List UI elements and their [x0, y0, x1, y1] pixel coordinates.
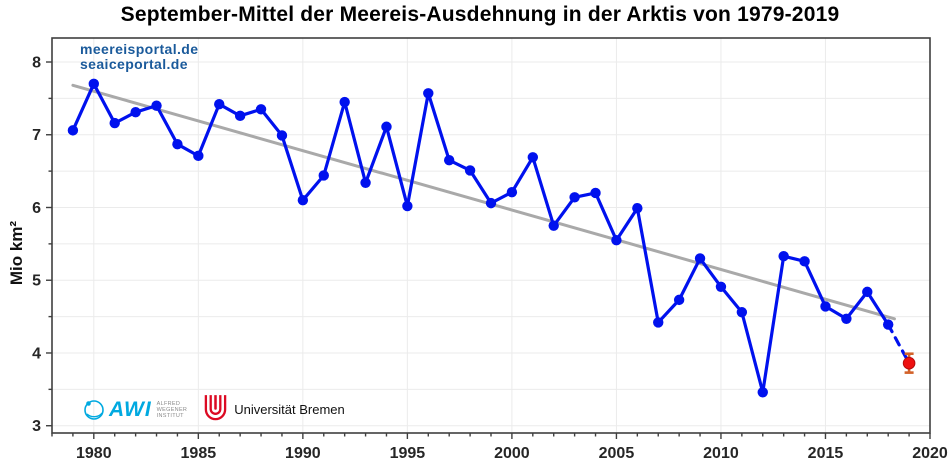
x-tick-label-2015: 2015	[808, 445, 844, 462]
data-point-1990	[297, 195, 309, 206]
data-point-1979	[67, 125, 79, 136]
data-point-1998	[464, 165, 476, 176]
data-point-1993	[360, 177, 371, 188]
x-tick-label-2010: 2010	[703, 445, 739, 462]
x-tick-label-1990: 1990	[285, 445, 321, 462]
uni-bremen-wordmark: Universität Bremen	[234, 402, 345, 417]
data-point-2018	[882, 319, 894, 330]
awi-institute-text: ALFRED WEGENER INSTITUT	[156, 400, 188, 419]
sea-ice-extent-line	[71, 82, 890, 394]
y-tick-label-7: 7	[32, 127, 41, 144]
data-point-1995	[402, 200, 413, 212]
x-tick-label-1980: 1980	[76, 445, 112, 462]
awi-wordmark: AWI	[109, 397, 152, 421]
data-point-1985	[193, 150, 204, 162]
data-point-1984	[172, 139, 183, 150]
data-point-1982	[130, 106, 141, 118]
data-point-2016	[841, 313, 852, 324]
data-point-2011	[736, 307, 748, 318]
x-tick-label-1985: 1985	[181, 445, 217, 462]
awi-logo: AWI ALFRED WEGENER INSTITUT	[82, 398, 187, 422]
watermark-line1: meereisportal.de	[80, 41, 199, 57]
uni-bremen-emblem-icon	[204, 395, 227, 421]
y-axis-label: Mio km²	[7, 220, 26, 286]
data-point-2002	[548, 220, 559, 231]
x-tick-label-2000: 2000	[494, 445, 530, 462]
data-point-1989	[276, 130, 288, 141]
data-point-2001	[527, 152, 539, 163]
watermark: meereisportal.de seaiceportal.de	[80, 42, 198, 72]
y-tick-label-5: 5	[32, 273, 41, 290]
logo-row: AWI ALFRED WEGENER INSTITUT Universität …	[82, 394, 345, 425]
chart-title: September-Mittel der Meereis-Ausdehnung …	[120, 3, 840, 26]
data-point-2010	[715, 281, 727, 292]
data-point-1987	[234, 110, 246, 122]
data-point-1992	[339, 96, 350, 108]
data-point-1999	[485, 197, 497, 209]
data-point-2005	[611, 235, 622, 246]
trend-line	[71, 83, 896, 321]
awi-emblem-icon	[84, 399, 104, 420]
y-tick-label-6: 6	[32, 200, 41, 217]
x-tick-label-1995: 1995	[390, 445, 426, 462]
data-point-2007	[653, 317, 664, 328]
data-point-2009	[694, 253, 706, 264]
y-tick-label-4: 4	[32, 345, 41, 362]
data-point-2013	[778, 251, 789, 262]
uni-bremen-logo: Universität Bremen	[203, 394, 345, 425]
data-point-2004	[590, 187, 601, 199]
y-tick-label-8: 8	[32, 55, 41, 72]
data-point-2006	[632, 203, 643, 214]
data-point-2015	[820, 301, 831, 312]
data-point-2000	[506, 187, 518, 198]
data-point-1986	[214, 98, 225, 110]
data-point-1991	[318, 170, 329, 181]
data-point-1994	[381, 121, 392, 132]
preliminary-connector-dashed	[886, 323, 911, 365]
data-point-2003	[569, 192, 580, 203]
data-point-1981	[109, 117, 120, 129]
data-point-1988	[255, 104, 267, 115]
data-point-1996	[423, 88, 434, 99]
data-point-1980	[88, 78, 100, 90]
x-tick-label-2020: 2020	[912, 445, 948, 462]
axis-box	[51, 37, 931, 434]
data-point-1983	[151, 100, 162, 111]
y-tick-label-3: 3	[32, 418, 41, 435]
data-point-2008	[673, 294, 685, 306]
data-point-2014	[799, 256, 810, 267]
preliminary-point-2019	[902, 356, 916, 370]
data-point-1997	[443, 155, 455, 166]
data-point-2017	[862, 286, 873, 298]
data-point-2012	[757, 387, 768, 398]
watermark-line2: seaiceportal.de	[80, 56, 188, 72]
x-tick-label-2005: 2005	[599, 445, 635, 462]
